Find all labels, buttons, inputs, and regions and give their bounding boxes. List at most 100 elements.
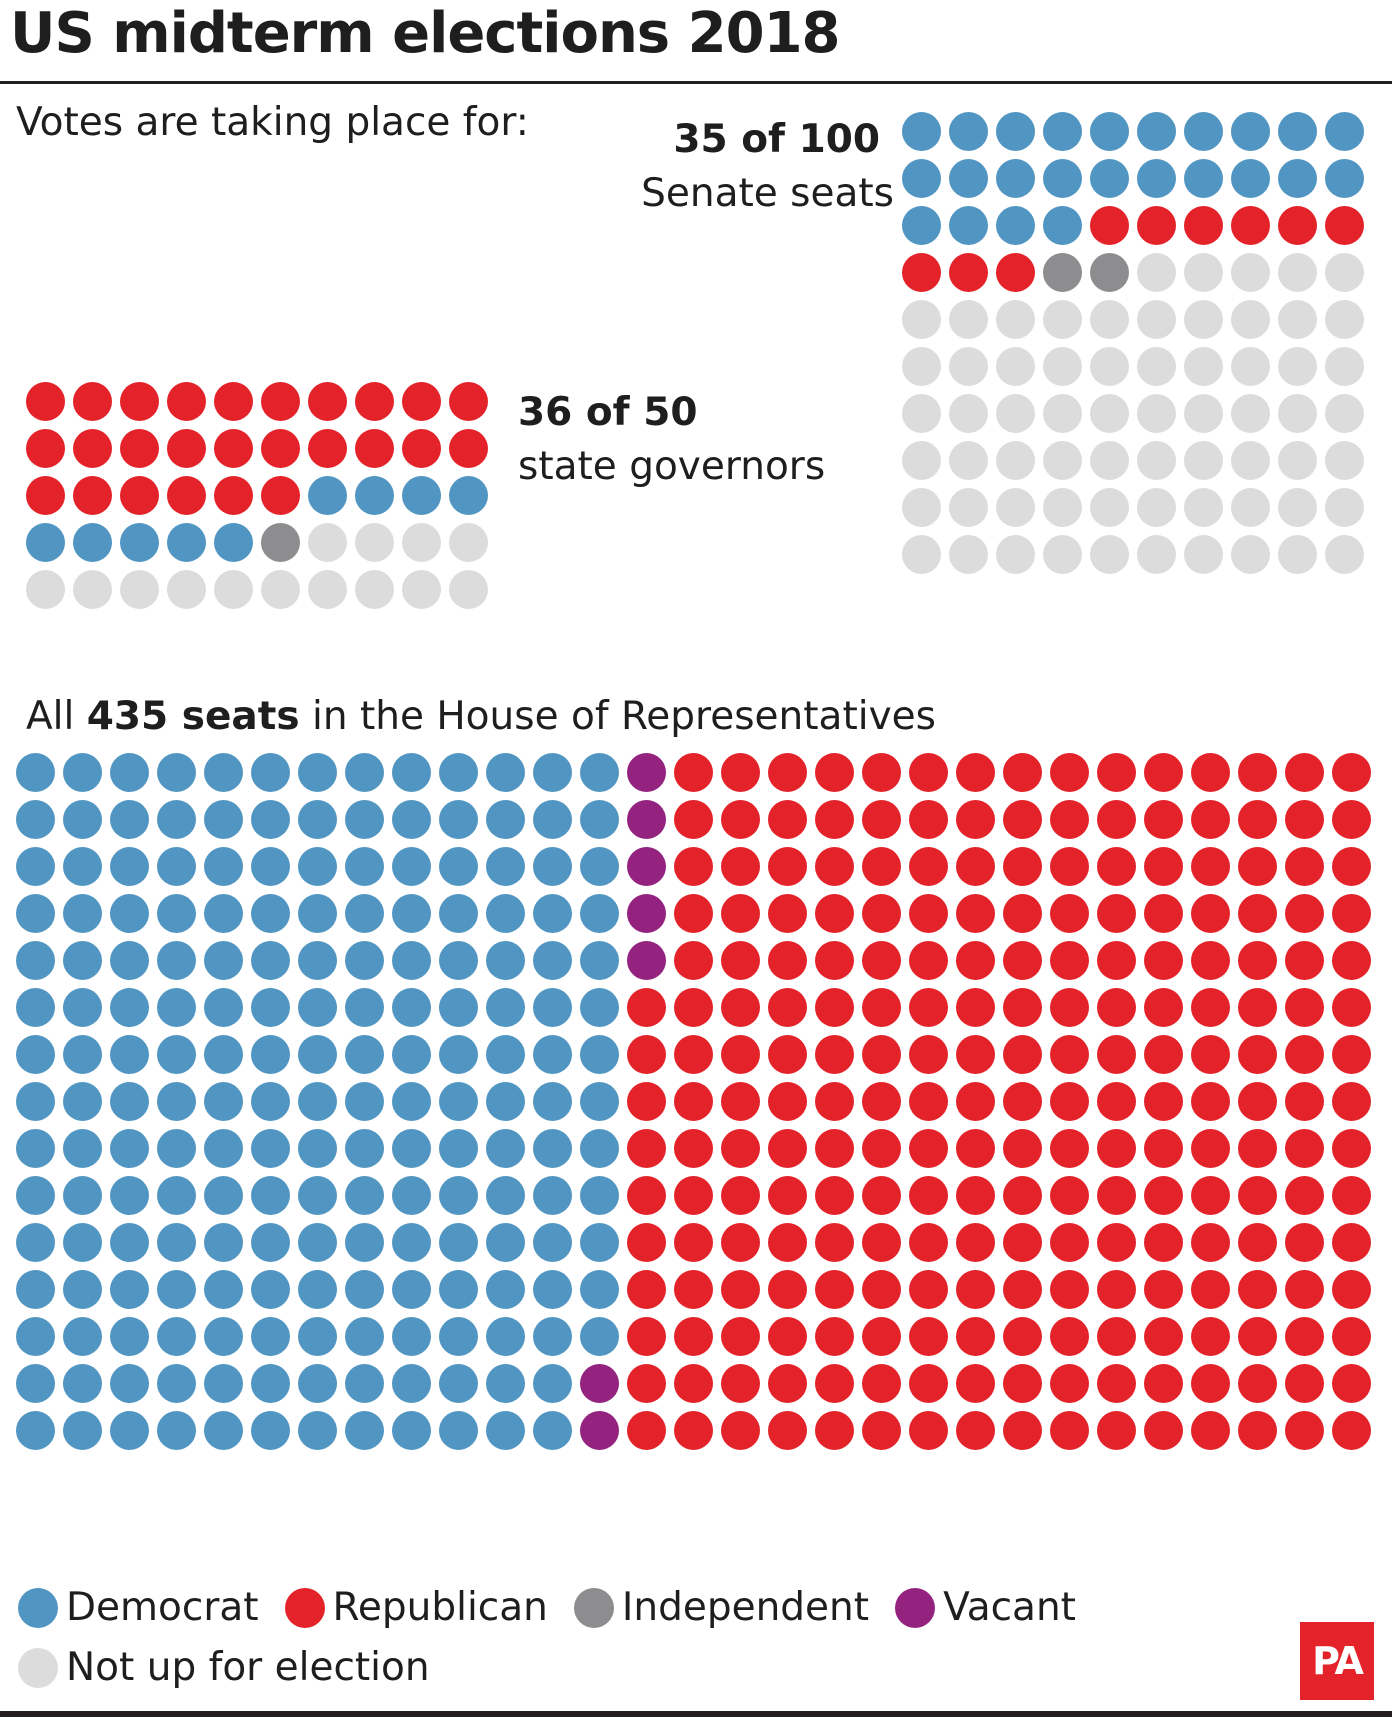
house-of-representatives-seat-republican (1003, 941, 1042, 980)
house-of-representatives-seat-democrat (16, 1223, 55, 1262)
house-of-representatives-seat-democrat (580, 894, 619, 933)
house-of-representatives-seat-democrat (533, 1270, 572, 1309)
house-of-representatives-seat-republican (1050, 1317, 1089, 1356)
house-of-representatives-seat-republican (1332, 800, 1371, 839)
house-of-representatives-seat-republican (1238, 1129, 1277, 1168)
house-of-representatives-seat-republican (674, 1082, 713, 1121)
house-of-representatives-seat-democrat (110, 988, 149, 1027)
house-caption-prefix: All (26, 694, 75, 739)
house-of-representatives-seat-democrat (439, 1223, 478, 1262)
house-of-representatives-seat-democrat (392, 941, 431, 980)
house-of-representatives-seat-democrat (392, 1223, 431, 1262)
governors-seat-republican (261, 429, 300, 468)
house-of-representatives-seat-republican (1003, 1223, 1042, 1262)
house-of-representatives-seat-republican (1285, 1223, 1324, 1262)
house-of-representatives-seat-republican (768, 941, 807, 980)
house-of-representatives-seat-republican (1050, 988, 1089, 1027)
house-of-representatives-seat-republican (1332, 1035, 1371, 1074)
house-of-representatives-seat-democrat (251, 1270, 290, 1309)
house-of-representatives-seat-democrat (345, 1317, 384, 1356)
senate-seats-label: Senate seats (641, 171, 894, 216)
senate-seat-not-up-for-election (1043, 347, 1082, 386)
house-of-representatives-seat-republican (862, 800, 901, 839)
house-of-representatives-seat-democrat (533, 1364, 572, 1403)
house-of-representatives-seat-republican (721, 800, 760, 839)
house-of-representatives-seat-republican (956, 894, 995, 933)
house-of-representatives-seat-republican (768, 1082, 807, 1121)
house-of-representatives-seat-democrat (251, 1082, 290, 1121)
house-of-representatives-seat-republican (1097, 800, 1136, 839)
chart-title: US midterm elections 2018 (10, 1, 840, 66)
house-of-representatives-seat-republican (674, 1176, 713, 1215)
house-of-representatives-seat-democrat (392, 1270, 431, 1309)
house-of-representatives-seat-republican (862, 1317, 901, 1356)
house-of-representatives-seat-republican (1191, 941, 1230, 980)
governors-seat-republican (402, 429, 441, 468)
house-of-representatives-seat-republican (1285, 753, 1324, 792)
house-of-representatives-seat-democrat (204, 1176, 243, 1215)
house-of-representatives-seat-republican (1097, 941, 1136, 980)
house-of-representatives-seat-vacant (627, 894, 666, 933)
house-of-representatives-seat-democrat (16, 847, 55, 886)
legend-label-not-up: Not up for election (66, 1645, 430, 1690)
house-of-representatives-seat-democrat (345, 1176, 384, 1215)
house-of-representatives-seat-republican (1285, 1082, 1324, 1121)
intro-text: Votes are taking place for: (16, 100, 529, 145)
governors-seat-republican (167, 429, 206, 468)
house-of-representatives-seat-democrat (16, 1035, 55, 1074)
house-of-representatives-seat-republican (1050, 800, 1089, 839)
senate-seat-not-up-for-election (949, 347, 988, 386)
senate-seat-democrat (1184, 159, 1223, 198)
house-of-representatives-seat-republican (815, 1129, 854, 1168)
governors-seat-democrat (308, 476, 347, 515)
senate-seat-democrat (902, 112, 941, 151)
house-of-representatives-seat-republican (862, 988, 901, 1027)
house-of-representatives-seat-republican (1285, 1411, 1324, 1450)
house-of-representatives-seat-democrat (16, 1270, 55, 1309)
house-of-representatives-seat-democrat (345, 1364, 384, 1403)
senate-seat-democrat (902, 159, 941, 198)
house-of-representatives-seat-republican (1285, 1364, 1324, 1403)
senate-seat-democrat (949, 112, 988, 151)
house-of-representatives-seat-democrat (157, 847, 196, 886)
house-of-representatives-seat-republican (1332, 1223, 1371, 1262)
house-of-representatives-seat-republican (956, 800, 995, 839)
house-of-representatives-seat-republican (1191, 894, 1230, 933)
senate-seat-republican (902, 253, 941, 292)
house-of-representatives-seat-democrat (345, 800, 384, 839)
house-of-representatives-seat-republican (674, 1035, 713, 1074)
governors-seat-independent (261, 523, 300, 562)
house-of-representatives-seat-republican (1097, 1035, 1136, 1074)
governors-seat-republican (26, 476, 65, 515)
house-of-representatives-seat-democrat (580, 941, 619, 980)
house-of-representatives-seat-democrat (298, 941, 337, 980)
governors-seat-republican (120, 476, 159, 515)
house-of-representatives-seat-republican (1191, 1411, 1230, 1450)
house-of-representatives-seat-democrat (16, 1129, 55, 1168)
senate-seat-not-up-for-election (1278, 488, 1317, 527)
house-of-representatives-seat-republican (721, 1176, 760, 1215)
senate-seat-not-up-for-election (1090, 347, 1129, 386)
house-of-representatives-seat-republican (862, 1035, 901, 1074)
legend-swatch-democrat (18, 1588, 58, 1628)
house-of-representatives-seat-republican (909, 988, 948, 1027)
governors-seat-not-up-for-election (402, 570, 441, 609)
house-of-representatives-seat-democrat (110, 1317, 149, 1356)
senate-seat-not-up-for-election (1137, 253, 1176, 292)
house-of-representatives-seat-republican (1238, 1223, 1277, 1262)
house-of-representatives-seat-democrat (110, 800, 149, 839)
house-of-representatives-seat-republican (1144, 1270, 1183, 1309)
house-of-representatives-seat-democrat (110, 1082, 149, 1121)
senate-seat-not-up-for-election (1137, 347, 1176, 386)
house-of-representatives-seat-republican (768, 1270, 807, 1309)
house-of-representatives-seat-democrat (580, 1176, 619, 1215)
house-of-representatives-seat-republican (862, 941, 901, 980)
house-of-representatives-seat-democrat (251, 1176, 290, 1215)
senate-seat-not-up-for-election (1090, 488, 1129, 527)
house-of-representatives-seat-democrat (298, 988, 337, 1027)
house-of-representatives-seat-republican (627, 1129, 666, 1168)
house-of-representatives-seat-democrat (16, 1411, 55, 1450)
house-of-representatives-seat-republican (815, 800, 854, 839)
house-of-representatives-seat-republican (1285, 847, 1324, 886)
house-of-representatives-seat-republican (862, 847, 901, 886)
